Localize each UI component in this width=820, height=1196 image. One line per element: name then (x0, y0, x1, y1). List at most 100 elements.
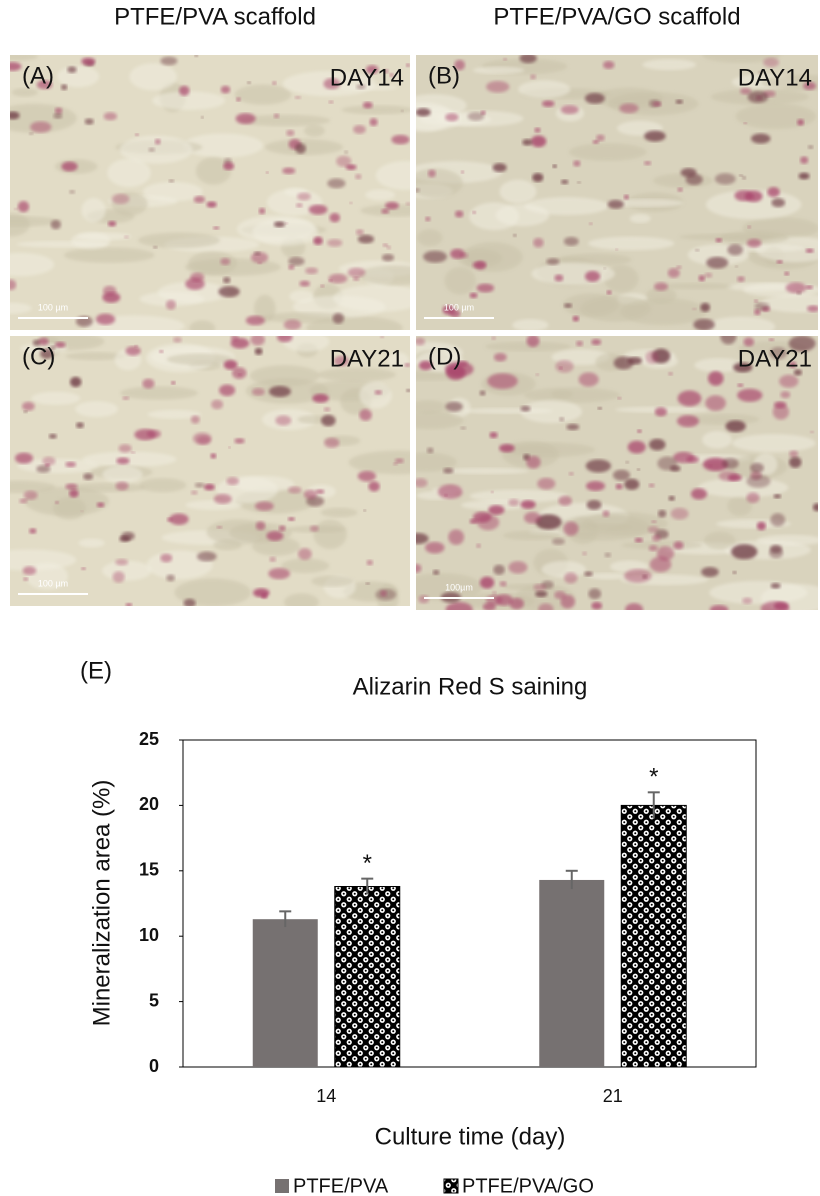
texture (416, 452, 457, 472)
stain (535, 373, 540, 376)
stain (257, 261, 262, 264)
texture (416, 572, 483, 601)
stain (770, 513, 786, 527)
texture (183, 133, 264, 158)
stain (750, 462, 764, 473)
stain (107, 220, 117, 227)
stain (194, 55, 199, 57)
stain (308, 204, 328, 215)
panel-label: (C) (22, 343, 55, 370)
stain (28, 132, 34, 135)
stain (654, 282, 668, 291)
texture (358, 265, 410, 286)
stain (183, 598, 196, 606)
bar (334, 885, 401, 1068)
stain (282, 167, 296, 175)
texture (512, 319, 549, 330)
stain (657, 509, 667, 518)
stain (619, 103, 639, 114)
texture (31, 391, 81, 405)
stain (309, 525, 319, 532)
stain (564, 572, 578, 584)
stain (607, 199, 624, 209)
texture (147, 409, 202, 419)
stain (369, 118, 378, 127)
stain (84, 118, 94, 125)
stain (673, 541, 684, 550)
texture (706, 316, 776, 330)
stain (606, 290, 612, 295)
stain (597, 407, 603, 410)
stain (165, 299, 176, 310)
texture (292, 295, 386, 318)
stain (213, 493, 232, 504)
chart-title: Alizarin Red S saining (353, 673, 588, 700)
stain (596, 134, 605, 142)
stain (763, 57, 780, 68)
stain (368, 481, 380, 492)
stain (42, 456, 56, 466)
texture (152, 91, 226, 110)
stain (14, 207, 18, 210)
stain (53, 113, 63, 119)
stain (677, 390, 702, 407)
legend-label: PTFE/PVA/GO (462, 1175, 594, 1196)
stain (706, 256, 729, 269)
stain (552, 164, 557, 169)
y-tick-label: 20 (139, 794, 159, 814)
stain (508, 561, 528, 574)
stain (381, 253, 395, 262)
texture (189, 320, 216, 330)
stain (251, 387, 265, 396)
stain (305, 267, 319, 275)
panel-label: (A) (22, 62, 54, 89)
stain (625, 461, 630, 464)
stain (416, 563, 422, 573)
stain (416, 478, 428, 488)
x-tick-label: 21 (603, 1086, 623, 1106)
texture (629, 213, 651, 224)
stain (566, 423, 580, 431)
texture (65, 352, 125, 361)
stain (69, 189, 76, 194)
texture (703, 531, 736, 550)
stain (196, 551, 217, 562)
stain (194, 482, 205, 488)
stain (668, 371, 673, 376)
stain (541, 100, 555, 107)
stain (111, 193, 130, 205)
panel-label: (B) (428, 62, 460, 89)
texture (416, 400, 447, 414)
stain (740, 87, 752, 95)
stain (146, 429, 161, 439)
stain (285, 222, 289, 225)
stain (36, 80, 53, 90)
stain (704, 272, 713, 278)
stain (382, 243, 388, 247)
texture (139, 291, 205, 307)
stain (576, 181, 581, 184)
texture (416, 411, 464, 430)
stain (211, 399, 224, 410)
stain (380, 590, 387, 597)
stain (299, 280, 311, 287)
texture (10, 55, 39, 61)
stain (81, 567, 86, 570)
stain (333, 355, 349, 367)
stain (812, 503, 818, 512)
stain (210, 453, 217, 459)
texture (416, 168, 463, 198)
stain (23, 577, 29, 581)
stain (805, 248, 814, 253)
stain (460, 426, 467, 430)
stain (670, 507, 689, 520)
stain (96, 502, 105, 508)
texture (541, 560, 586, 578)
stain (535, 514, 562, 530)
stain (534, 127, 541, 133)
texture (642, 59, 697, 71)
stain (715, 238, 723, 243)
stain (479, 576, 495, 589)
stain (625, 603, 644, 610)
texture (81, 197, 106, 223)
